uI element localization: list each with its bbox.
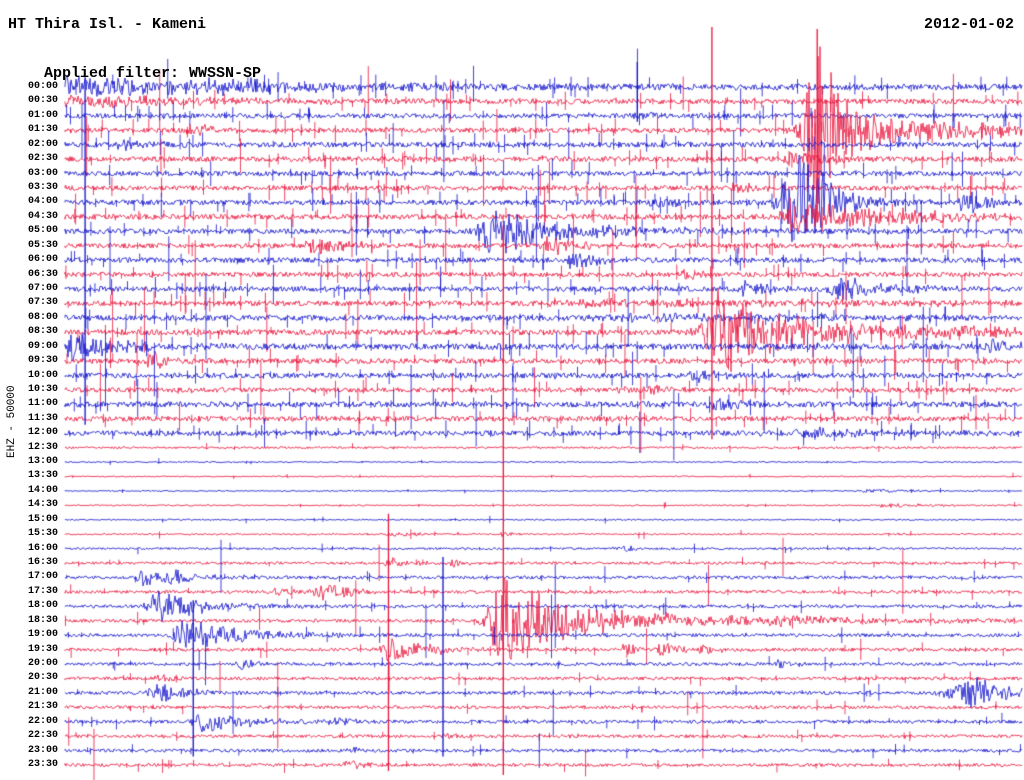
row-time-label: 17:00	[27, 571, 58, 583]
row-time-label: 19:30	[27, 643, 58, 655]
header-date: 2012-01-02	[923, 16, 1014, 33]
row-time-label: 12:00	[27, 427, 58, 439]
row-time-label: 01:30	[27, 124, 58, 136]
row-time-label: 09:30	[27, 355, 58, 367]
row-time-label: 09:00	[27, 340, 58, 352]
row-time-label: 06:30	[27, 268, 58, 280]
row-time-label: 05:30	[27, 239, 58, 251]
row-time-label: 04:00	[27, 196, 58, 208]
row-time-label: 20:00	[27, 658, 58, 670]
row-time-label: 08:00	[27, 311, 58, 323]
row-time-label: 20:30	[27, 672, 58, 684]
filter-value: WWSSN-SP	[189, 65, 262, 82]
row-time-label: 15:30	[27, 528, 58, 540]
row-time-label: 10:30	[27, 383, 58, 395]
row-time-label: 23:30	[27, 759, 58, 770]
row-time-label: 18:30	[27, 614, 58, 626]
row-time-label: 13:30	[27, 470, 58, 482]
row-time-label: 23:00	[27, 744, 58, 756]
row-time-label: 21:00	[27, 686, 58, 698]
row-time-label: 21:30	[27, 701, 58, 713]
row-time-label: 00:30	[27, 95, 58, 107]
station-title: HT Thira Isl. - Kameni	[8, 16, 207, 33]
row-time-label: 16:00	[27, 542, 58, 554]
row-time-label: 10:00	[27, 369, 58, 381]
row-time-label: 02:00	[27, 138, 58, 150]
row-time-label: 13:00	[27, 456, 58, 468]
row-time-label: 22:00	[27, 715, 58, 727]
filter-line: Applied filter: WWSSN-SP	[8, 48, 261, 99]
row-time-label: 19:00	[27, 629, 58, 641]
row-time-label: 06:00	[27, 254, 58, 266]
row-time-label: 12:30	[27, 441, 58, 453]
row-time-label: 07:30	[27, 297, 58, 309]
row-time-label: 14:30	[27, 499, 58, 511]
row-time-label: 05:00	[27, 225, 58, 237]
row-time-label: 03:30	[27, 181, 58, 193]
row-time-label: 01:00	[27, 109, 58, 121]
row-time-label: 11:30	[27, 412, 58, 424]
row-time-label: 17:30	[27, 585, 58, 597]
filter-label: Applied filter:	[44, 65, 180, 82]
row-time-label: 08:30	[27, 326, 58, 338]
row-time-label: 16:30	[27, 557, 58, 569]
row-time-label: 18:00	[27, 600, 58, 612]
row-time-label: 11:00	[27, 398, 58, 410]
row-time-label: 22:30	[27, 730, 58, 742]
row-time-label: 15:00	[27, 513, 58, 525]
row-time-label: 14:00	[27, 484, 58, 496]
row-time-label: 00:00	[27, 81, 58, 92]
row-time-label: 03:00	[27, 167, 58, 179]
row-time-label: 04:30	[27, 210, 58, 222]
row-time-label: 07:00	[27, 282, 58, 294]
row-time-label: 02:30	[27, 153, 58, 165]
